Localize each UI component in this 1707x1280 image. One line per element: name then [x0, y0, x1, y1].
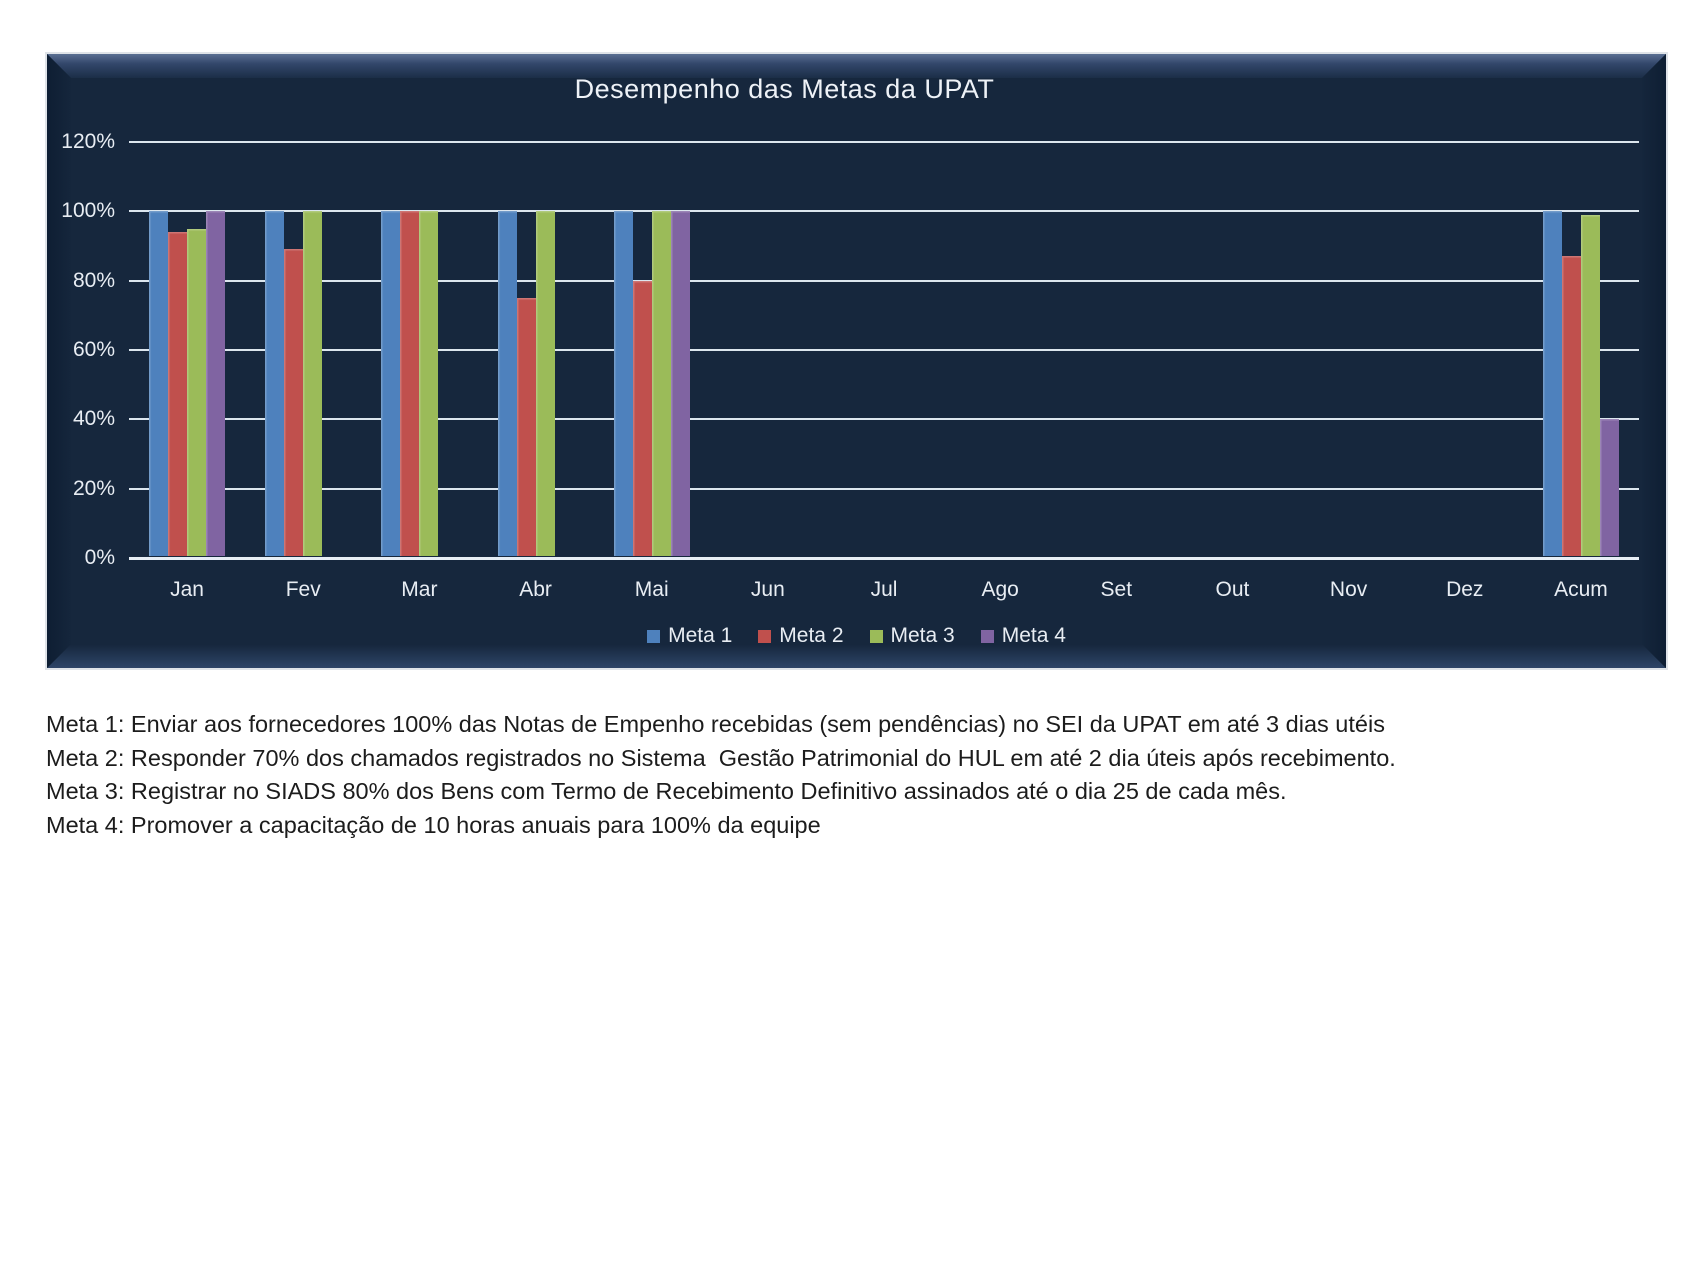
y-axis-label: 20% — [72, 476, 115, 500]
x-axis-label: Jan — [170, 578, 204, 601]
x-axis-label: Mar — [401, 578, 438, 601]
x-axis-label: Dez — [1446, 578, 1484, 601]
y-axis-label: 0% — [84, 546, 115, 569]
gridline — [129, 418, 1639, 421]
bar-meta-2-fev — [284, 249, 304, 556]
note-line-meta-1: Meta 1: Enviar aos fornecedores 100% das… — [46, 711, 1385, 737]
bar-meta-2-acum — [1561, 256, 1581, 556]
bar-meta-4-acum — [1599, 419, 1619, 556]
gridline — [129, 349, 1639, 351]
y-axis-label: 120% — [61, 130, 115, 153]
x-axis-label: Nov — [1329, 578, 1368, 601]
bar-meta-2-abr — [516, 298, 536, 556]
x-axis-label: Jul — [870, 578, 898, 601]
legend-item-meta-4: Meta 4 — [980, 624, 1066, 648]
meta-notes: Meta 1: Enviar aos fornecedores 100% das… — [46, 708, 1396, 842]
bar-meta-3-jan — [187, 228, 207, 556]
panel-bevel-right — [1642, 54, 1666, 668]
x-axis-label: Acum — [1554, 578, 1608, 601]
note-line-meta-4: Meta 4: Promover a capacitação de 10 hor… — [46, 811, 821, 838]
chart-title: Desempenho das Metas da UPAT — [574, 74, 995, 104]
bar-meta-3-fev — [303, 211, 323, 556]
y-axis-label: 40% — [72, 407, 115, 431]
legend-swatch-meta-3 — [869, 629, 883, 643]
legend-label: Meta 2 — [779, 624, 844, 647]
bar-meta-2-mai — [632, 280, 652, 556]
legend-swatch-meta-2 — [758, 629, 772, 643]
legend-item-meta-1: Meta 1 — [647, 624, 732, 648]
gridline — [129, 487, 1639, 490]
bar-meta-1-acum — [1542, 211, 1562, 556]
chart-panel: Desempenho das Metas da UPAT 0% 20% 40% 60%… — [45, 52, 1668, 670]
x-axis-line — [129, 557, 1639, 560]
note-line-meta-3: Meta 3: Registrar no SIADS 80% dos Bens … — [46, 778, 1287, 804]
bar-meta-4-mai — [670, 211, 690, 556]
bar-meta-3-acum — [1580, 214, 1600, 556]
gridline — [129, 210, 1639, 213]
bar-meta-1-mai — [613, 211, 633, 556]
x-axis-label: Abr — [519, 578, 552, 601]
y-axis-label: 80% — [72, 268, 115, 292]
bar-meta-2-jan — [168, 232, 188, 556]
bar-meta-3-mar — [419, 211, 439, 556]
bar-meta-3-abr — [535, 211, 555, 556]
bar-meta-1-fev — [265, 211, 285, 556]
gridline — [129, 141, 1639, 143]
legend-label: Meta 3 — [890, 624, 955, 647]
x-axis-label: Fev — [285, 578, 321, 601]
y-axis-label: 100% — [61, 199, 115, 223]
bar-meta-1-abr — [497, 211, 517, 556]
note-line-meta-2: Meta 2: Responder 70% dos chamados regis… — [46, 744, 1396, 771]
bar-meta-4-jan — [206, 211, 226, 556]
plot-area: 0% 20% 40% 60% 80% 100% 120% Jan Fev Mar Abr Mai Jun… — [61, 130, 1639, 601]
legend-label: Meta 1 — [668, 624, 733, 647]
bar-meta-2-mar — [400, 211, 420, 556]
x-axis-label: Out — [1215, 578, 1250, 601]
bar-meta-3-mai — [651, 211, 671, 556]
chart-legend: Meta 1 Meta 2 Meta 3 Meta 4 — [47, 624, 1666, 648]
legend-swatch-meta-1 — [647, 629, 661, 643]
bar-meta-1-mar — [381, 211, 401, 556]
y-axis-label: 60% — [72, 338, 115, 361]
legend-item-meta-2: Meta 2 — [758, 624, 844, 648]
x-axis-label: Set — [1100, 578, 1133, 601]
x-axis-label: Ago — [981, 578, 1019, 601]
legend-item-meta-3: Meta 3 — [869, 624, 955, 648]
legend-swatch-meta-4 — [980, 629, 994, 643]
bar-meta-1-jan — [149, 211, 169, 556]
x-axis-label: Mai — [634, 578, 669, 601]
x-axis-label: Jun — [750, 578, 785, 601]
gridline — [129, 279, 1639, 282]
legend-label: Meta 4 — [1001, 624, 1066, 647]
